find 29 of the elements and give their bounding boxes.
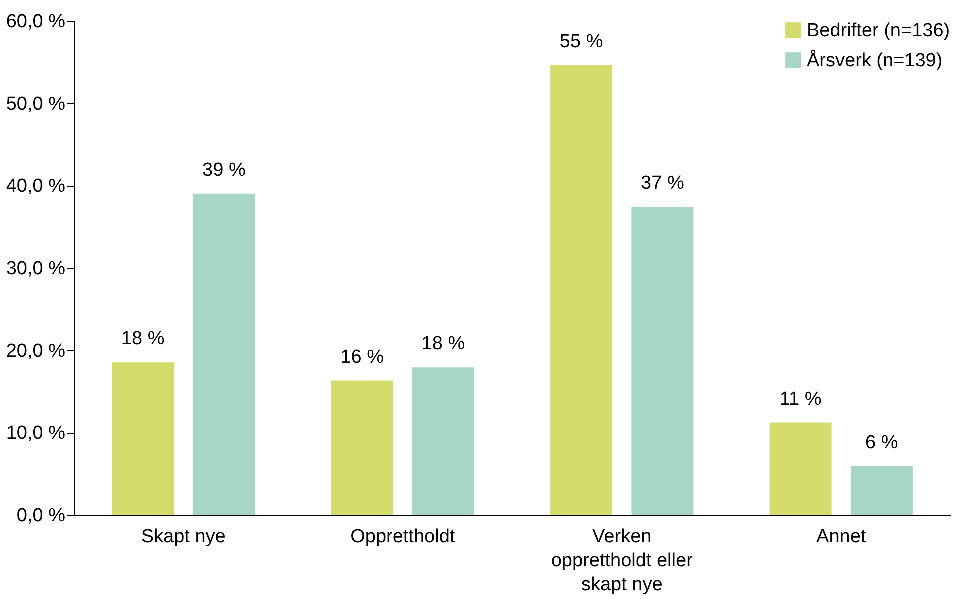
data-label: 16 % — [340, 346, 384, 368]
x-tick-label: Annet — [816, 526, 867, 548]
x-tick-label: Skapt nye — [141, 526, 226, 548]
data-label: 18 % — [121, 328, 165, 350]
bar — [193, 194, 256, 515]
data-label: 39 % — [202, 160, 246, 181]
y-tick-label: 60,0 % — [6, 12, 66, 32]
bar — [331, 380, 394, 515]
bar — [412, 368, 474, 515]
legend-label: Bedrifter (n=136) — [807, 20, 950, 42]
data-label: 11 % — [780, 388, 822, 410]
y-tick-label: 0,0 % — [16, 506, 66, 526]
x-tick-label: Verken opprettholdt eller skapt nye — [551, 526, 694, 596]
legend-label: Årsverk (n=139) — [807, 50, 943, 72]
y-tick-label: 30,0 % — [6, 258, 66, 280]
bar — [550, 65, 613, 515]
y-tick-label: 40,0 % — [6, 176, 66, 198]
bar — [632, 207, 694, 515]
data-label: 6 % — [866, 432, 898, 454]
y-tick-label: 20,0 % — [6, 340, 66, 362]
bar — [112, 362, 174, 515]
data-label: 18 % — [422, 334, 466, 355]
data-label: 55 % — [560, 31, 604, 52]
bar — [770, 422, 832, 515]
y-tick-label: 50,0 % — [6, 94, 66, 115]
x-tick-label: Opprettholdt — [350, 526, 456, 548]
bar — [850, 466, 913, 515]
y-tick-label: 10,0 % — [6, 423, 66, 444]
data-label: 37 % — [641, 173, 684, 194]
